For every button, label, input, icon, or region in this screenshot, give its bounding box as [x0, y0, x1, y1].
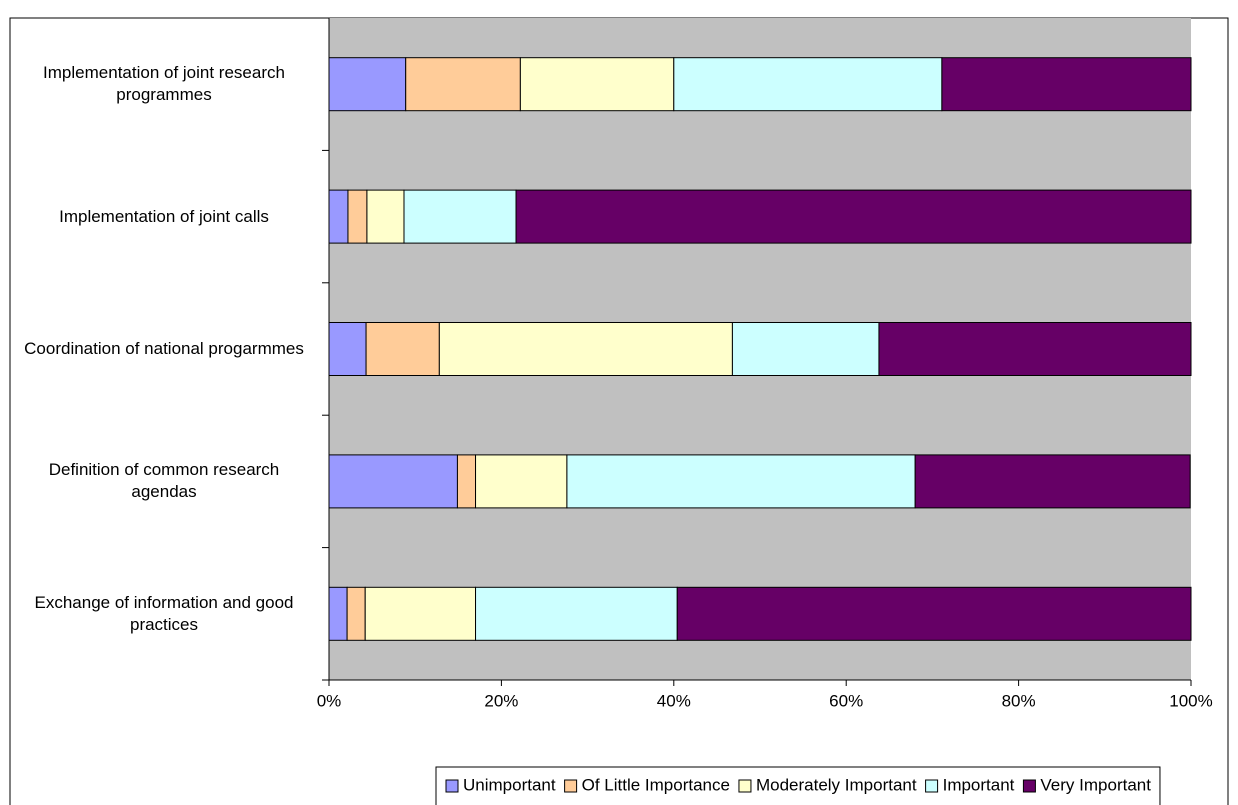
legend-label: Moderately Important [756, 775, 917, 794]
bar-segment [328, 454, 458, 509]
legend-label: Unimportant [463, 775, 556, 794]
bar-segment [347, 189, 368, 244]
bar-segment [328, 322, 367, 376]
y-tick-label: Coordination of national progarmmes [24, 339, 304, 358]
bar-segment [438, 322, 733, 376]
legend-swatch [564, 779, 578, 793]
bar-segment [566, 454, 916, 509]
legend-swatch [925, 779, 939, 793]
bar-segment [676, 586, 1192, 641]
legend-swatch [738, 779, 752, 793]
y-tick-label: Implementation of joint calls [59, 206, 269, 226]
bar-segment [328, 57, 407, 112]
x-tick-label: 20% [484, 691, 518, 710]
bar-segment [328, 189, 349, 244]
bar-segment [364, 586, 477, 641]
bar-segment [475, 454, 568, 509]
bar-segment [405, 57, 521, 112]
legend-swatch [1022, 779, 1036, 793]
bar-segment [519, 57, 675, 112]
legend-box [435, 766, 1161, 805]
bar-segment [475, 586, 678, 641]
bar-segment [914, 454, 1191, 509]
bar-segment [878, 322, 1192, 376]
bar-segment [366, 189, 405, 244]
y-tick-label: Exchange of information and good practic… [34, 592, 294, 634]
x-tick-label: 0% [317, 691, 342, 710]
x-tick-label: 40% [657, 691, 691, 710]
legend-swatch [445, 779, 459, 793]
bar-segment [403, 189, 517, 244]
bar-segment [365, 322, 440, 376]
legend-label: Very Important [1040, 775, 1151, 794]
x-tick-label: 60% [829, 691, 863, 710]
bar-segment [515, 189, 1192, 244]
bar-segment [456, 454, 477, 509]
bar-segment [346, 586, 366, 641]
bar-segment [731, 322, 880, 376]
y-tick-label: Definition of common research agendas [48, 460, 280, 502]
bar-segment [328, 586, 348, 641]
legend-label: Important [943, 775, 1015, 794]
x-tick-label: 80% [1002, 691, 1036, 710]
bar-segment [673, 57, 943, 112]
legend-label: Of Little Importance [582, 775, 730, 794]
bar-segment [941, 57, 1192, 112]
x-tick-label: 100% [1169, 691, 1212, 710]
y-tick-label: Implementation of joint research program… [43, 63, 285, 105]
